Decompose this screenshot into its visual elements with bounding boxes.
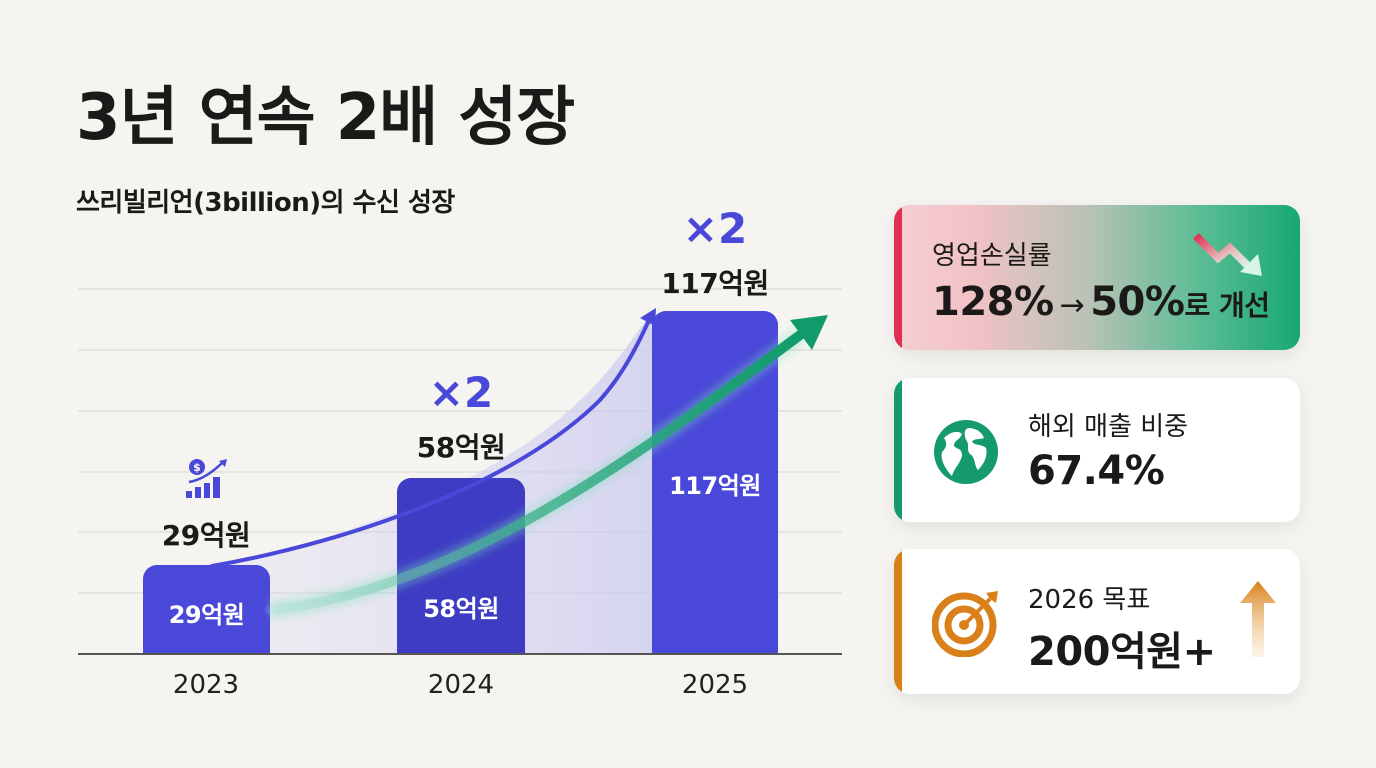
card-value: 200억원+	[1028, 629, 1216, 675]
card-label: 2026 목표	[1028, 585, 1151, 615]
card-stripe	[894, 378, 902, 522]
card-overseas-sales: 해외 매출 비중 67.4%	[894, 378, 1300, 522]
x-label-2024: 2024	[427, 670, 495, 700]
page-title: 3년 연속 2배 성장	[76, 81, 575, 155]
trend-down-icon	[1193, 233, 1262, 276]
card-stripe	[894, 205, 902, 350]
value-to: 50%	[1090, 279, 1185, 325]
page-subtitle: 쓰리빌리언(3billion)의 수신 성장	[76, 188, 455, 218]
bar-value-label: 117억원	[669, 472, 761, 500]
bar-top-label-2023: 29억원	[161, 519, 251, 552]
value-from: 128%	[932, 279, 1054, 325]
bar-top-label-2025: 117억원	[661, 267, 769, 300]
x-axis-baseline	[78, 653, 842, 655]
arrow-right-icon: →	[1059, 288, 1085, 323]
bar-2025[interactable]: 117억원	[652, 311, 778, 654]
multiplier-2024: ×2	[428, 368, 494, 417]
target-icon	[932, 591, 998, 657]
card-label: 해외 매출 비중	[1028, 412, 1189, 442]
bar-value-label: 29억원	[168, 601, 245, 629]
card-value: 128% → 50%로 개선	[932, 279, 1270, 325]
bar-value-label: 58억원	[423, 594, 499, 623]
multiplier-2025: ×2	[682, 204, 748, 253]
bar-2024[interactable]: 58억원	[397, 478, 525, 654]
bar-top-label-2024: 58억원	[416, 431, 506, 464]
arrow-up-icon	[1240, 581, 1276, 657]
card-label: 영업손실률	[932, 241, 1052, 271]
svg-text:$: $	[193, 461, 201, 474]
money-growth-icon: $	[186, 459, 227, 498]
value-suffix: 로 개선	[1184, 289, 1270, 322]
bar-chart: 29억원 58억원 117억원 $ 29억원 ×2	[78, 204, 842, 700]
card-value: 67.4%	[1028, 448, 1165, 494]
card-stripe	[894, 549, 902, 694]
globe-icon	[934, 420, 998, 484]
card-target-2026: 2026 목표 200억원+	[894, 549, 1300, 694]
x-label-2025: 2025	[681, 670, 749, 700]
bar-2023[interactable]: 29억원	[143, 565, 270, 654]
card-operating-loss: 영업손실률 128% → 50%로 개선	[894, 205, 1300, 350]
x-label-2023: 2023	[172, 670, 240, 700]
